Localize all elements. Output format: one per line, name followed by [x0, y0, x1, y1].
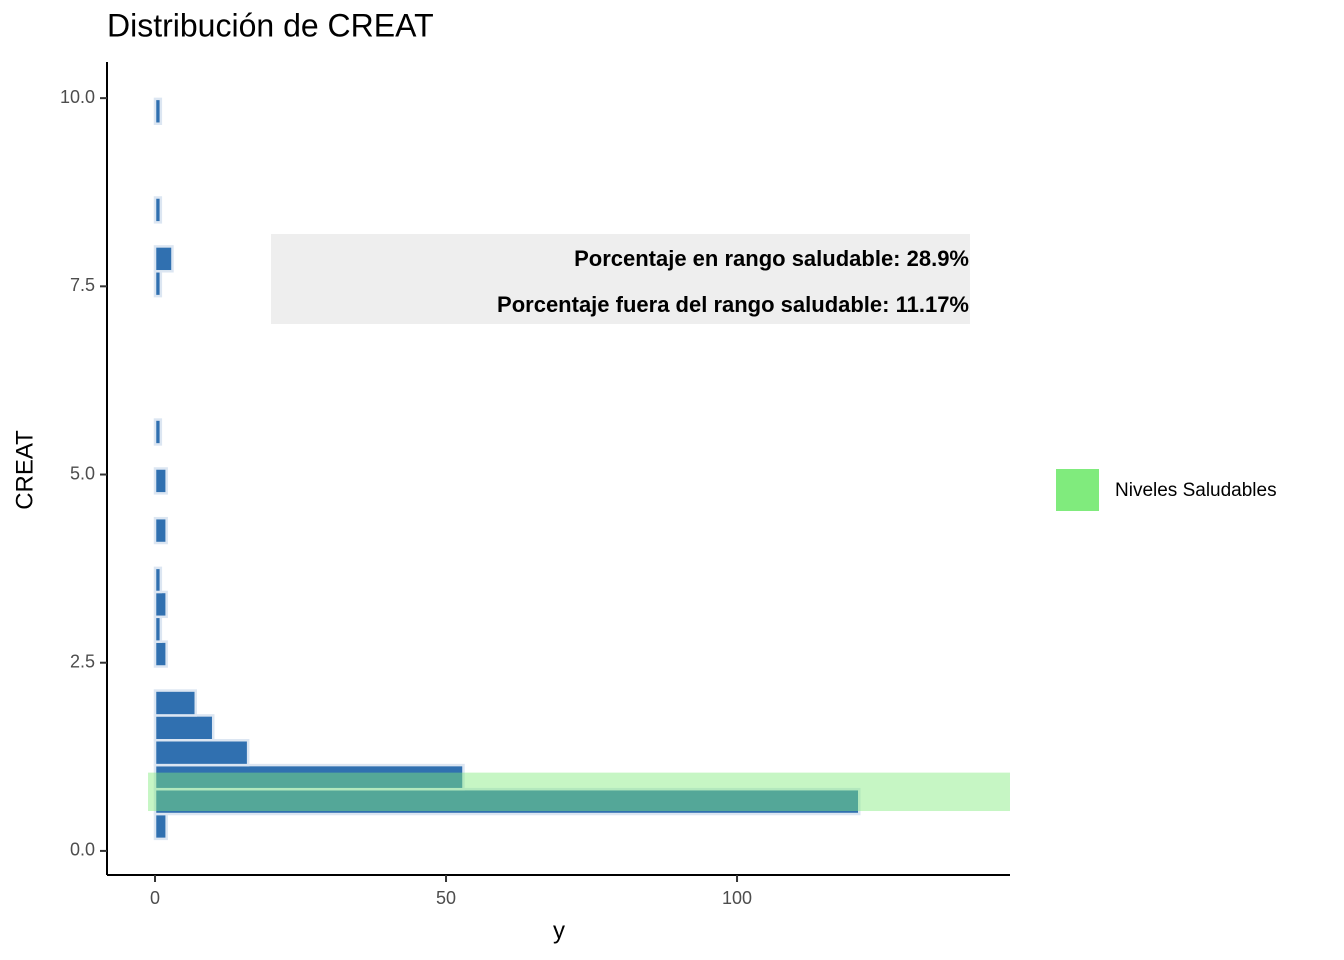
y-axis-title: CREAT	[11, 430, 38, 510]
histogram-bar	[153, 566, 163, 594]
x-tick-label: 100	[722, 888, 752, 908]
histogram-bar	[153, 516, 168, 545]
y-tick-label: 5.0	[70, 463, 95, 483]
y-tick-label: 7.5	[70, 275, 95, 295]
annotation: Porcentaje en rango saludable: 28.9%	[574, 246, 969, 271]
legend-swatch	[1056, 469, 1099, 511]
annotation: Porcentaje fuera del rango saludable: 11…	[497, 292, 969, 317]
y-tick-label: 10.0	[60, 87, 95, 107]
x-tick-label: 0	[150, 888, 160, 908]
y-tick-label: 2.5	[70, 651, 95, 671]
histogram-bar	[153, 787, 861, 816]
histogram-bar	[153, 739, 250, 767]
histogram-bar	[153, 196, 163, 224]
x-tick-label: 50	[436, 888, 456, 908]
annotation-box	[271, 234, 970, 324]
histogram-bar	[153, 418, 163, 446]
histogram-bar	[153, 763, 465, 791]
histogram-bar	[153, 615, 163, 643]
histogram-bar	[153, 689, 198, 717]
legend-label: Niveles Saludables	[1115, 480, 1277, 501]
histogram-bar	[153, 467, 168, 495]
histogram-bar	[153, 245, 174, 273]
histogram-bar	[153, 97, 163, 125]
y-tick-label: 0.0	[70, 840, 95, 860]
histogram-bar	[153, 640, 168, 668]
chart-title: Distribución de CREAT	[107, 7, 434, 43]
histogram-bar	[153, 590, 168, 619]
healthy-band	[148, 772, 1011, 812]
histogram-bar	[153, 714, 215, 742]
histogram-bar	[153, 812, 168, 841]
histogram-bar	[153, 270, 163, 298]
x-axis-title: y	[553, 917, 565, 944]
